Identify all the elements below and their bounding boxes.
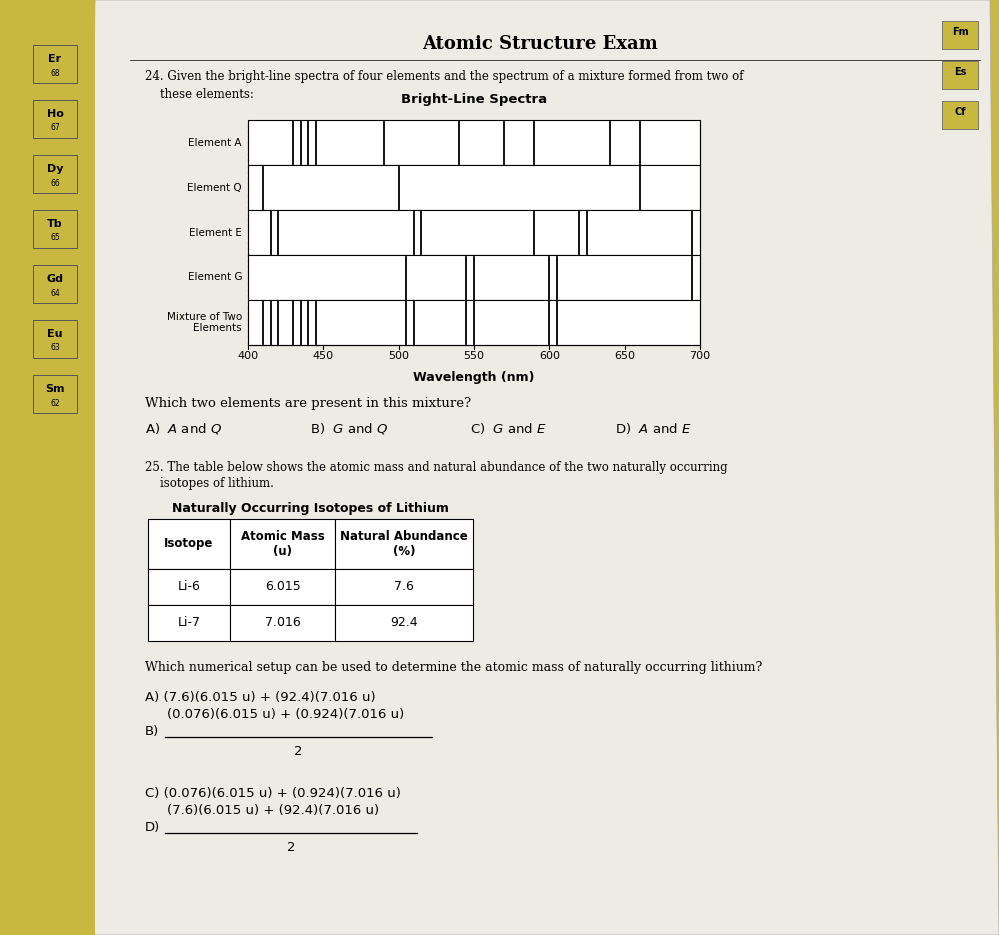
Text: Eu: Eu	[47, 329, 63, 339]
Bar	[33, 375, 77, 413]
Text: Fm: Fm	[952, 27, 968, 37]
Text: Isotope: Isotope	[164, 538, 214, 551]
Text: Natural Abundance
(%): Natural Abundance (%)	[340, 530, 468, 558]
Text: A) (7.6)(6.015 u) + (92.4)(7.016 u): A) (7.6)(6.015 u) + (92.4)(7.016 u)	[145, 691, 376, 704]
Bar	[230, 519, 335, 569]
Text: 2: 2	[295, 745, 303, 758]
Text: 400: 400	[238, 351, 259, 361]
Text: 66: 66	[50, 179, 60, 188]
Bar	[33, 265, 77, 303]
Text: Ho: Ho	[47, 109, 64, 119]
Text: 450: 450	[313, 351, 334, 361]
Text: A)  $\it{A}$ and $\it{Q}$: A) $\it{A}$ and $\it{Q}$	[145, 421, 222, 436]
Text: 700: 700	[689, 351, 710, 361]
Text: C) (0.076)(6.015 u) + (0.924)(7.016 u): C) (0.076)(6.015 u) + (0.924)(7.016 u)	[145, 787, 401, 800]
Text: 63: 63	[50, 343, 60, 352]
Text: Mixture of Two
Elements: Mixture of Two Elements	[167, 311, 242, 333]
Bar	[335, 569, 473, 605]
Text: Element A: Element A	[189, 137, 242, 148]
Text: 67: 67	[50, 123, 60, 133]
Text: Which numerical setup can be used to determine the atomic mass of naturally occu: Which numerical setup can be used to det…	[145, 661, 762, 674]
Text: 62: 62	[50, 398, 60, 408]
Bar	[248, 300, 700, 345]
Text: Li-7: Li-7	[178, 616, 201, 629]
Text: Li-6: Li-6	[178, 581, 201, 594]
Text: D)  $\it{A}$ and $\it{E}$: D) $\it{A}$ and $\it{E}$	[615, 421, 691, 436]
Text: Atomic Mass
(u): Atomic Mass (u)	[241, 530, 325, 558]
Text: Cf: Cf	[954, 107, 966, 117]
Bar	[33, 210, 77, 248]
Bar	[33, 45, 77, 83]
Bar	[942, 21, 978, 49]
Bar	[335, 519, 473, 569]
Text: Es: Es	[954, 67, 966, 77]
Text: 64: 64	[50, 289, 60, 297]
Bar	[942, 101, 978, 129]
Text: 650: 650	[614, 351, 635, 361]
Text: 68: 68	[50, 68, 60, 78]
Bar	[148, 569, 230, 605]
Text: Naturally Occurring Isotopes of Lithium: Naturally Occurring Isotopes of Lithium	[172, 502, 449, 515]
Text: Which two elements are present in this mixture?: Which two elements are present in this m…	[145, 397, 472, 410]
Text: 65: 65	[50, 234, 60, 242]
Bar	[248, 210, 700, 255]
Bar	[33, 155, 77, 193]
Text: 2: 2	[287, 841, 296, 854]
Text: Wavelength (nm): Wavelength (nm)	[414, 371, 534, 384]
Text: Er: Er	[48, 54, 62, 64]
Text: Sm: Sm	[45, 384, 65, 394]
Text: 550: 550	[464, 351, 485, 361]
Text: 6.015: 6.015	[265, 581, 301, 594]
Bar	[33, 100, 77, 138]
Polygon shape	[85, 0, 999, 935]
Text: Element E: Element E	[189, 227, 242, 237]
Text: C)  $\it{G}$ and $\it{E}$: C) $\it{G}$ and $\it{E}$	[470, 421, 546, 436]
Text: isotopes of lithium.: isotopes of lithium.	[145, 477, 274, 490]
Text: D): D)	[145, 821, 160, 833]
Text: these elements:: these elements:	[145, 88, 254, 101]
Text: Element G: Element G	[188, 272, 242, 282]
Text: 92.4: 92.4	[391, 616, 418, 629]
Text: 7.016: 7.016	[265, 616, 301, 629]
Text: Tb: Tb	[47, 219, 63, 229]
Text: 600: 600	[538, 351, 559, 361]
Text: 500: 500	[389, 351, 410, 361]
Text: 24. Given the bright-line spectra of four elements and the spectrum of a mixture: 24. Given the bright-line spectra of fou…	[145, 70, 743, 83]
Bar	[248, 255, 700, 300]
Bar	[148, 519, 230, 569]
Bar	[230, 605, 335, 641]
Bar	[230, 569, 335, 605]
Text: Gd: Gd	[47, 274, 64, 284]
Text: Dy: Dy	[47, 164, 63, 174]
Text: B)  $\it{G}$ and $\it{Q}$: B) $\it{G}$ and $\it{Q}$	[310, 421, 389, 436]
Text: Bright-Line Spectra: Bright-Line Spectra	[401, 93, 547, 106]
Text: (0.076)(6.015 u) + (0.924)(7.016 u): (0.076)(6.015 u) + (0.924)(7.016 u)	[167, 708, 405, 721]
Text: 25. The table below shows the atomic mass and natural abundance of the two natur: 25. The table below shows the atomic mas…	[145, 461, 727, 474]
Bar	[248, 120, 700, 165]
Text: 7.6: 7.6	[394, 581, 414, 594]
Text: Atomic Structure Exam: Atomic Structure Exam	[423, 35, 658, 53]
Text: B): B)	[145, 725, 159, 738]
Bar	[248, 165, 700, 210]
Text: Element Q: Element Q	[188, 182, 242, 193]
Text: (7.6)(6.015 u) + (92.4)(7.016 u): (7.6)(6.015 u) + (92.4)(7.016 u)	[167, 804, 380, 817]
Bar	[0, 0, 95, 935]
Bar	[335, 605, 473, 641]
Bar	[942, 61, 978, 89]
Bar	[148, 605, 230, 641]
Bar	[33, 320, 77, 358]
